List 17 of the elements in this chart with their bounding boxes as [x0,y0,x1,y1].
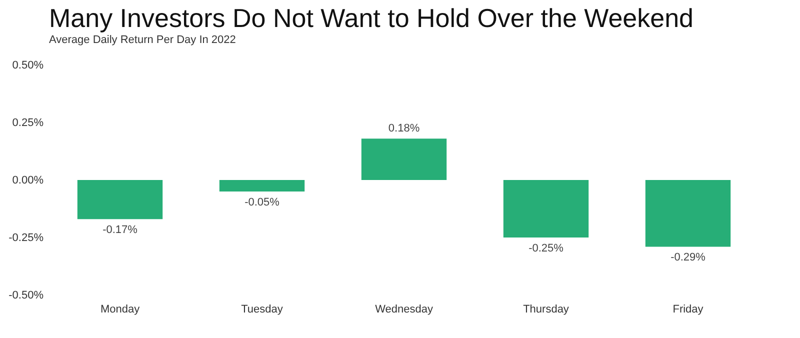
chart-subtitle: Average Daily Return Per Day In 2022 [49,34,236,46]
x-tick-label: Tuesday [241,304,284,316]
y-tick-label: 0.50% [12,60,44,72]
data-label: -0.17% [102,224,138,236]
y-tick-label: -0.50% [8,290,44,302]
data-label: -0.05% [244,196,280,208]
y-tick-label: 0.00% [12,174,44,186]
data-label: -0.29% [670,252,706,264]
x-tick-label: Friday [672,304,704,316]
chart-title: Many Investors Do Not Want to Hold Over the Weekend [49,3,694,33]
x-tick-label: Thursday [523,304,570,316]
x-tick-label: Wednesday [375,304,434,316]
y-tick-label: 0.25% [12,117,44,129]
x-tick-label: Monday [100,304,140,316]
data-label: 0.18% [388,122,420,135]
y-tick-label: -0.25% [8,232,44,244]
data-label: -0.25% [528,242,564,254]
